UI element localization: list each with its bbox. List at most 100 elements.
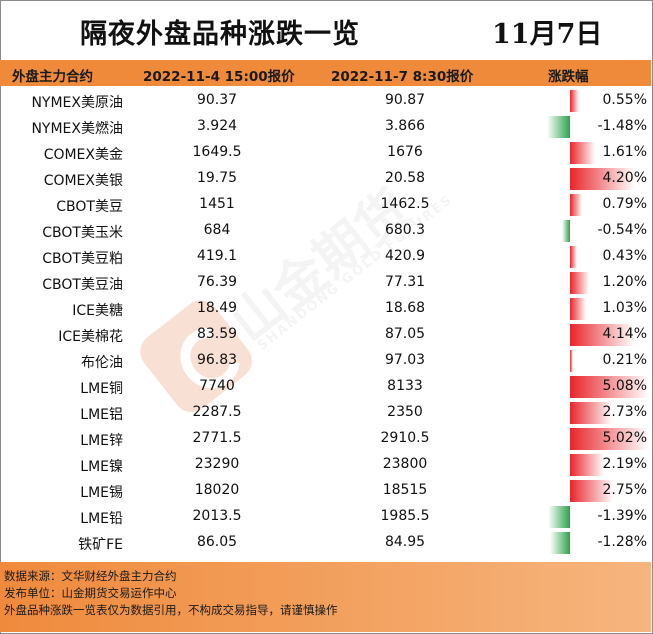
change-percent: -1.39%: [597, 508, 647, 524]
table-row: LME铅 2013.5 1985.5 -1.39%: [0, 504, 651, 530]
change-bar: [561, 220, 570, 242]
contract-name: CBOT美玉米: [42, 225, 123, 241]
change-bar: [570, 480, 613, 502]
change-bar: [570, 90, 579, 112]
change-bar: [570, 376, 649, 398]
prev-price: 86.05: [196, 534, 238, 550]
contract-name: NYMEX美燃油: [31, 121, 123, 137]
change-percent: 1.03%: [602, 300, 647, 316]
header-prev-price: 2022-11-4 15:00报价: [143, 69, 295, 85]
footer-source: 数据来源：文华财经外盘主力合约: [4, 569, 177, 583]
change-percent: 0.43%: [602, 248, 647, 264]
curr-price: 2910.5: [380, 430, 430, 446]
change-percent: 4.14%: [602, 326, 647, 342]
page-title: 隔夜外盘品种涨跌一览: [80, 19, 360, 50]
table-row: ICE美棉花 83.59 87.05 4.14%: [0, 322, 651, 348]
curr-price: 90.87: [384, 92, 426, 108]
contract-name: LME铝: [80, 407, 123, 423]
header-change: 涨跌幅: [548, 69, 589, 85]
prev-price: 7740: [199, 378, 235, 394]
change-percent: -1.28%: [597, 534, 647, 550]
contract-name: CBOT美豆油: [42, 277, 123, 293]
curr-price: 1462.5: [380, 196, 430, 212]
prev-price: 18020: [194, 482, 240, 498]
change-percent: 0.79%: [602, 196, 647, 212]
curr-price: 77.31: [384, 274, 426, 290]
table-body: NYMEX美原油 90.37 90.87 0.55% NYMEX美燃油 3.924 3.86…: [0, 88, 651, 556]
prev-price: 1451: [199, 196, 235, 212]
table-row: CBOT美豆油 76.39 77.31 1.20%: [0, 270, 651, 296]
change-bar: [570, 428, 648, 450]
table-row: CBOT美豆 1451 1462.5 0.79%: [0, 192, 651, 218]
table-row: NYMEX美燃油 3.924 3.866 -1.48%: [0, 114, 651, 140]
curr-price: 23800: [382, 456, 428, 472]
table-row: CBOT美豆粕 419.1 420.9 0.43%: [0, 244, 651, 270]
change-percent: 2.19%: [602, 456, 647, 472]
contract-name: CBOT美豆: [56, 199, 123, 215]
prev-price: 2013.5: [192, 508, 242, 524]
change-bar: [570, 246, 577, 268]
footer: 数据来源：文华财经外盘主力合约 发布单位：山金期货交易运作中心 外盘品种涨跌一览…: [0, 562, 651, 632]
change-percent: 5.02%: [602, 430, 647, 446]
change-percent: 5.08%: [602, 378, 647, 394]
header-curr-price: 2022-11-7 8:30报价: [331, 69, 474, 85]
curr-price: 420.9: [384, 248, 426, 264]
curr-price: 2350: [387, 404, 423, 420]
change-percent: -0.54%: [597, 222, 647, 238]
change-percent: 2.75%: [602, 482, 647, 498]
prev-price: 684: [203, 222, 231, 238]
change-bar: [547, 116, 570, 138]
change-percent: 0.21%: [602, 352, 647, 368]
contract-name: LME铜: [80, 381, 123, 397]
table-header: 外盘主力合约 2022-11-4 15:00报价 2022-11-7 8:30报…: [0, 60, 651, 86]
curr-price: 8133: [387, 378, 423, 394]
contract-name: NYMEX美原油: [31, 95, 123, 111]
title-bar: 隔夜外盘品种涨跌一览 11月7日: [0, 0, 651, 60]
curr-price: 18.68: [384, 300, 426, 316]
table-row: LME锡 18020 18515 2.75%: [0, 478, 651, 504]
contract-name: ICE美棉花: [58, 329, 123, 345]
change-percent: 2.73%: [602, 404, 647, 420]
prev-price: 83.59: [196, 326, 238, 342]
change-percent: 4.20%: [602, 170, 647, 186]
change-bar: [570, 168, 636, 190]
change-percent: -1.48%: [597, 118, 647, 134]
table-row: 布伦油 96.83 97.03 0.21%: [0, 348, 651, 374]
table-row: LME锌 2771.5 2910.5 5.02%: [0, 426, 651, 452]
prev-price: 19.75: [196, 170, 238, 186]
table-row: ICE美糖 18.49 18.68 1.03%: [0, 296, 651, 322]
prev-price: 90.37: [196, 92, 238, 108]
change-bar: [550, 532, 570, 554]
table-row: LME铝 2287.5 2350 2.73%: [0, 400, 651, 426]
prev-price: 76.39: [196, 274, 238, 290]
change-bar: [570, 324, 635, 346]
curr-price: 97.03: [384, 352, 426, 368]
contract-name: CBOT美豆粕: [42, 251, 123, 267]
prev-price: 18.49: [196, 300, 238, 316]
change-bar: [570, 350, 574, 372]
contract-name: ICE美糖: [72, 303, 123, 319]
change-bar: [570, 142, 595, 164]
footer-publisher: 发布单位：山金期货交易运作中心: [4, 586, 177, 600]
curr-price: 1676: [387, 144, 423, 160]
prev-price: 419.1: [196, 248, 238, 264]
change-percent: 0.55%: [602, 92, 647, 108]
contract-name: LME镍: [80, 459, 123, 475]
contract-name: 铁矿FE: [78, 537, 123, 553]
contract-name: COMEX美金: [43, 147, 123, 163]
contract-name: LME铅: [80, 511, 123, 527]
change-bar: [570, 194, 583, 216]
change-bar: [570, 272, 589, 294]
table-row: 铁矿FE 86.05 84.95 -1.28%: [0, 530, 651, 556]
change-bar: [570, 402, 613, 424]
change-bar: [548, 506, 570, 528]
curr-price: 18515: [382, 482, 428, 498]
curr-price: 1985.5: [380, 508, 430, 524]
table-row: CBOT美玉米 684 680.3 -0.54%: [0, 218, 651, 244]
curr-price: 680.3: [384, 222, 426, 238]
curr-price: 84.95: [384, 534, 426, 550]
prev-price: 96.83: [196, 352, 238, 368]
change-percent: 1.61%: [602, 144, 647, 160]
contract-name: 布伦油: [81, 355, 123, 371]
contract-name: LME锡: [80, 485, 123, 501]
